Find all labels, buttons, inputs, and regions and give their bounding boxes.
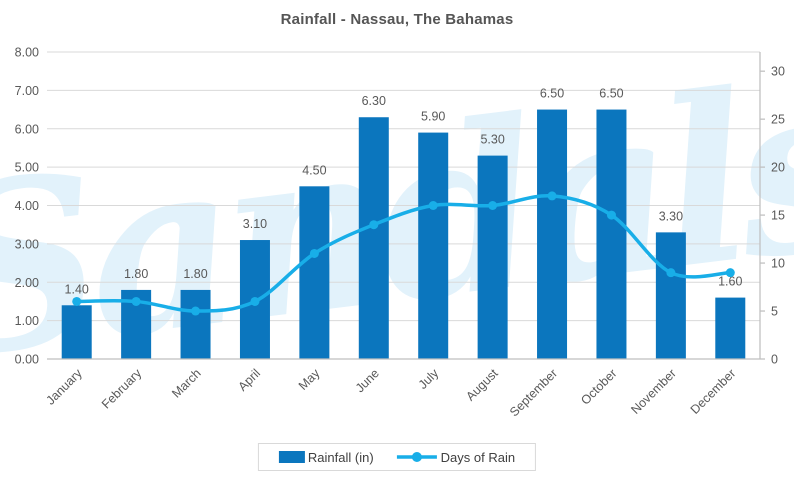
bar-value-label: 6.50 [599, 87, 623, 101]
bar-december [715, 297, 746, 359]
bar-value-label: 3.10 [243, 217, 267, 231]
left-axis-tick-label: 1.00 [15, 314, 39, 328]
bar-october [596, 109, 627, 359]
line-marker-may [309, 248, 319, 258]
right-axis-tick-label: 25 [771, 113, 785, 127]
line-marker-april [250, 296, 260, 306]
bar-value-label: 1.80 [124, 267, 148, 281]
bar-march [180, 289, 211, 359]
right-axis-tick-label: 10 [771, 257, 785, 271]
line-marker-july [428, 201, 438, 210]
left-axis-tick-label: 8.00 [15, 46, 39, 60]
line-marker-june [369, 220, 379, 230]
right-axis-tick-label: 5 [771, 305, 778, 319]
x-axis-label-june: June [353, 366, 382, 395]
rainfall-bar-swatch-icon [278, 451, 305, 463]
line-marker-march [191, 306, 201, 316]
line-marker-september [547, 191, 557, 201]
legend-label-rainfall: Rainfall (in) [307, 449, 374, 465]
left-axis-tick-label: 7.00 [15, 84, 39, 98]
right-axis-tick-label: 0 [771, 353, 778, 367]
bar-value-label: 6.30 [362, 94, 386, 108]
bar-august [477, 155, 508, 359]
left-axis-tick-label: 3.00 [15, 237, 39, 251]
days-of-rain-line-swatch-icon [396, 452, 437, 462]
bar-value-label: 1.60 [718, 275, 742, 289]
bar-value-label: 3.30 [659, 209, 683, 223]
bar-june [358, 117, 389, 359]
x-axis-label-may: May [296, 366, 323, 393]
left-axis-tick-label: 6.00 [15, 122, 39, 136]
bar-value-label: 5.30 [480, 133, 504, 147]
left-axis-tick-label: 0.00 [15, 353, 39, 367]
left-axis-tick-label: 2.00 [15, 276, 39, 290]
bar-may [299, 186, 330, 359]
bar-value-label: 1.40 [65, 282, 89, 296]
legend-label-days-of-rain: Days of Rain [440, 449, 516, 465]
x-axis-label-december: December [688, 366, 739, 417]
bar-july [418, 132, 449, 359]
legend-item-rainfall: Rainfall (in) [278, 449, 374, 465]
x-axis-label-july: July [416, 366, 442, 392]
x-axis-label-october: October [578, 366, 619, 407]
bar-september [537, 109, 568, 359]
legend-item-days-of-rain: Days of Rain [396, 450, 515, 465]
x-axis-label-september: September [507, 366, 560, 419]
right-axis-tick-label: 15 [771, 209, 785, 223]
left-axis-tick-label: 4.00 [15, 199, 39, 213]
bar-november [655, 232, 686, 359]
bar-value-label: 6.50 [540, 87, 564, 101]
left-axis-tick-label: 5.00 [15, 161, 39, 175]
line-marker-january [72, 296, 82, 306]
bar-value-label: 1.80 [183, 267, 207, 281]
line-marker-december [725, 268, 735, 278]
right-axis-tick-label: 20 [771, 161, 785, 175]
bar-value-label: 4.50 [302, 163, 326, 177]
right-axis-tick-label: 30 [771, 65, 785, 79]
line-marker-november [666, 268, 676, 278]
chart-title: Rainfall - Nassau, The Bahamas [280, 11, 514, 28]
bar-january [61, 305, 92, 359]
line-marker-october [606, 210, 616, 220]
bar-value-label: 5.90 [421, 110, 445, 124]
x-axis-label-august: August [463, 366, 501, 404]
legend: Rainfall (in) Days of Rain [257, 443, 537, 471]
x-axis-label-november: November [628, 366, 679, 417]
line-marker-february [131, 296, 141, 306]
line-marker-august [488, 201, 498, 210]
